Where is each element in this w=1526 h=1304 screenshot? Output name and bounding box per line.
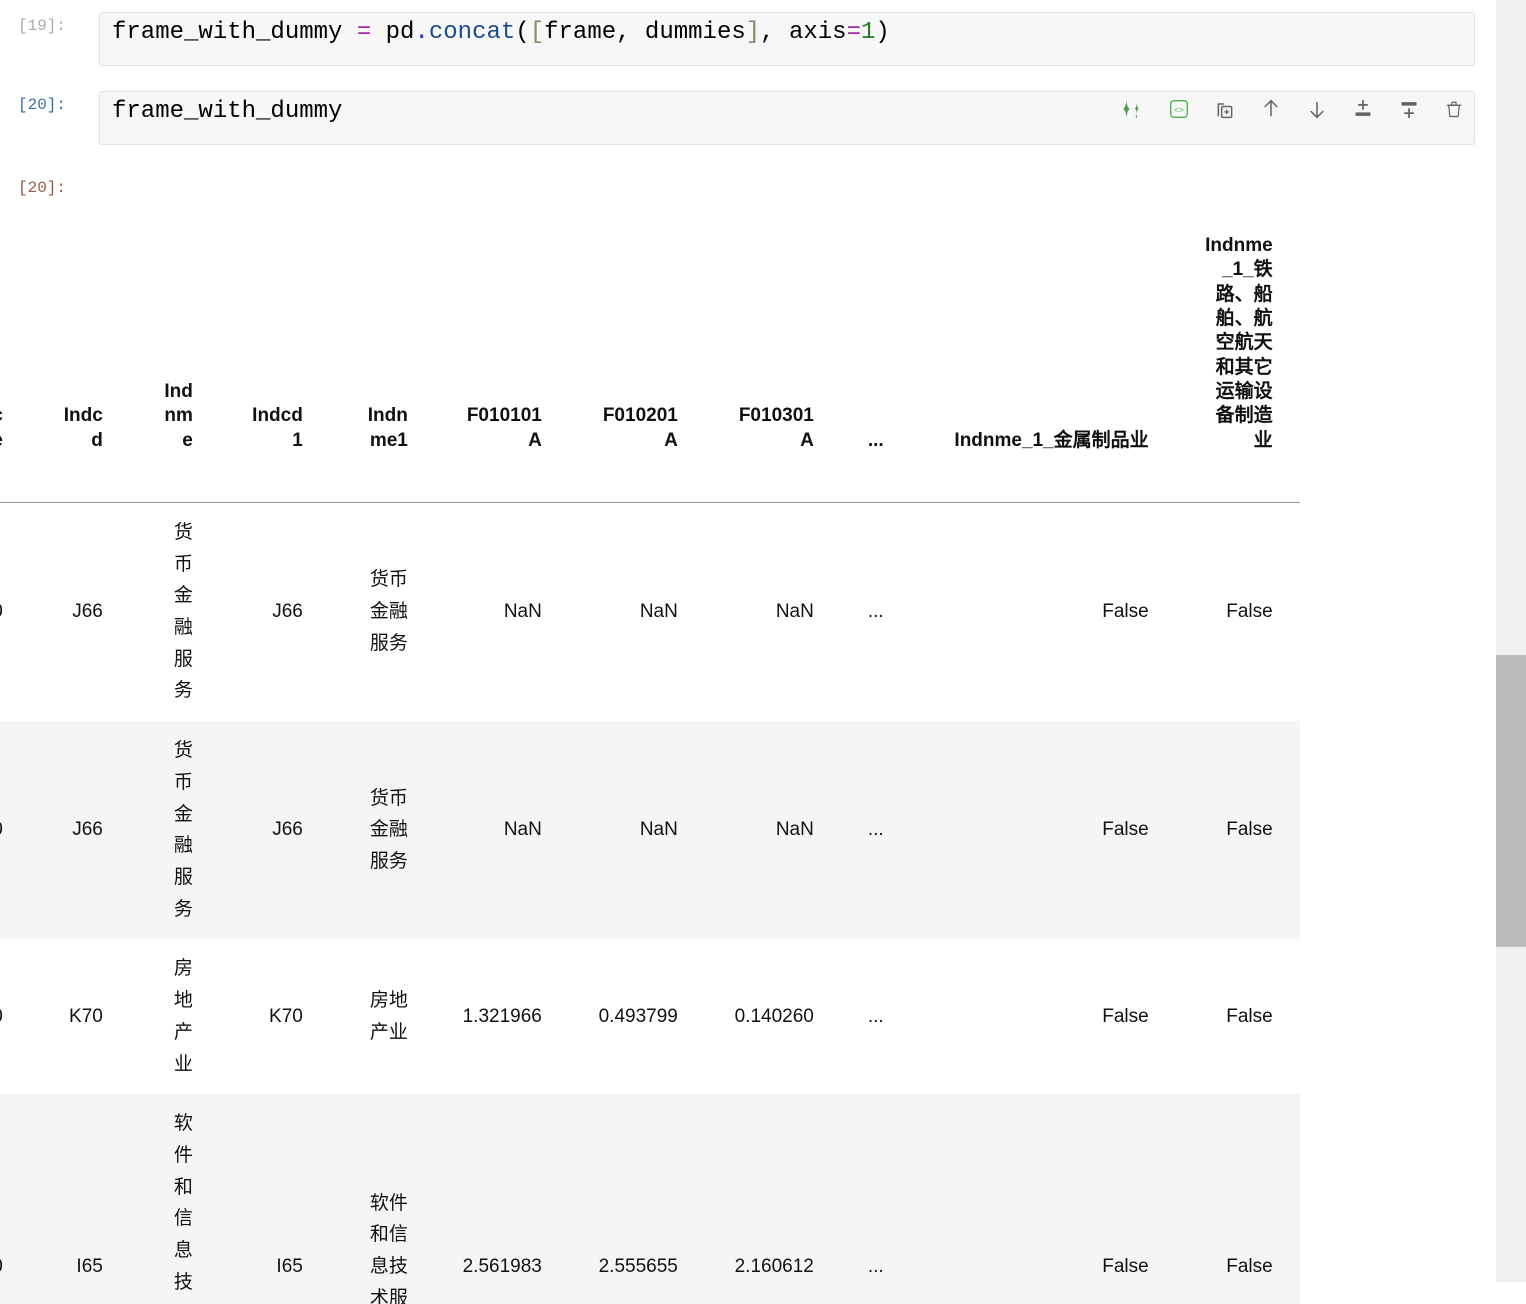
svg-text:<>: <> <box>1174 105 1184 115</box>
